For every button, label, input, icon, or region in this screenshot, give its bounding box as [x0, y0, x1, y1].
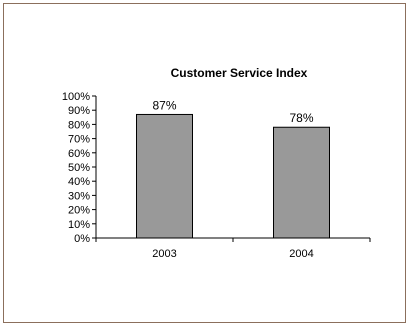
- y-tick-label: 10%: [68, 219, 90, 231]
- y-tick-label: 100%: [62, 91, 90, 103]
- y-tick-label: 0%: [74, 233, 90, 245]
- y-tick-label: 60%: [68, 148, 90, 160]
- chart-axes: 0% 10% 20% 30% 40% 50% 60% 70% 80% 90% 100%: [62, 91, 371, 245]
- y-tick-label: 70%: [68, 134, 90, 146]
- y-tick-label: 90%: [68, 105, 90, 117]
- x-tick-label-2004: 2004: [289, 248, 313, 260]
- data-label-2004: 78%: [289, 111, 313, 125]
- bar-2004: [273, 126, 330, 239]
- bar-2003: [136, 113, 193, 239]
- x-tick-label-2003: 2003: [152, 248, 176, 260]
- bar-group: 87% 2003 78% 2004: [136, 98, 330, 260]
- chart-title: Customer Service Index: [171, 66, 308, 80]
- y-tick-label: 80%: [68, 119, 90, 131]
- y-tick-label: 50%: [68, 162, 90, 174]
- y-tick-label: 20%: [68, 205, 90, 217]
- y-tick-label: 40%: [68, 176, 90, 188]
- y-tick-label: 30%: [68, 190, 90, 202]
- chart-frame: [3, 3, 406, 323]
- data-label-2003: 87%: [152, 98, 176, 112]
